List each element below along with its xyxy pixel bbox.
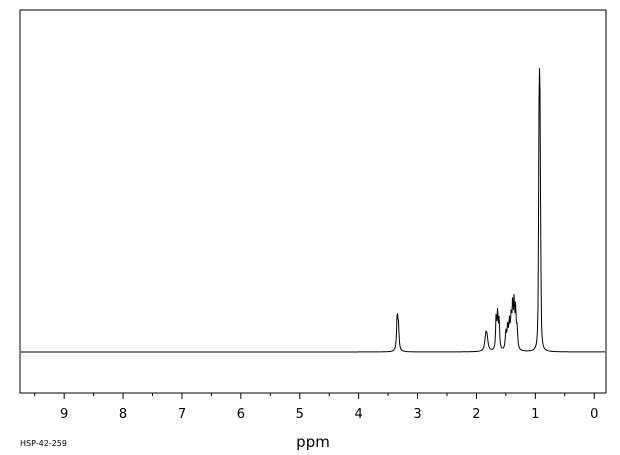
tick-label: 2 [472,407,480,422]
tick-label: 5 [296,407,304,422]
tick-label: 8 [119,407,127,422]
spectrum-trace [21,68,605,353]
tick-label: 9 [60,407,68,422]
x-axis-ticks: 9 8 7 6 5 4 3 2 1 0 [34,393,598,422]
tick-label: 1 [531,407,539,422]
plot-frame [19,9,607,394]
x-axis-title: ppm [296,433,330,451]
tick-label: 3 [413,407,421,422]
tick-label: 6 [237,407,245,422]
tick-label: 7 [178,407,186,422]
spectrum-code-label: HSP-42-259 [20,439,67,448]
tick-label: 0 [590,407,598,422]
tick-label: 4 [355,407,363,422]
